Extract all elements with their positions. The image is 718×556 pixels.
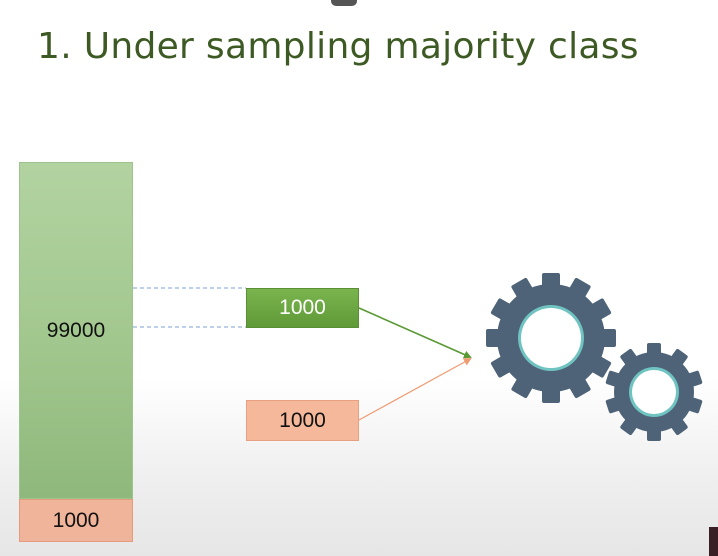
minority-class-count: 1000 — [52, 508, 100, 532]
slide-title: 1. Under sampling majority class — [37, 26, 639, 67]
undersampled-majority-count: 1000 — [279, 296, 326, 319]
undersampled-majority-box: 1000 — [246, 288, 359, 328]
arrow-green — [358, 307, 472, 359]
minority-class-bar: 1000 — [19, 499, 133, 542]
majority-class-count: 99000 — [46, 318, 106, 342]
small-gear-icon — [605, 343, 703, 441]
minority-sample-box: 1000 — [246, 400, 359, 441]
corner-overlay — [709, 527, 718, 556]
majority-class-bar: 99000 — [19, 162, 133, 499]
minority-sample-count: 1000 — [279, 408, 326, 432]
large-gear-icon — [486, 273, 616, 403]
window-handle[interactable] — [331, 0, 357, 6]
arrow-orange — [358, 358, 472, 421]
